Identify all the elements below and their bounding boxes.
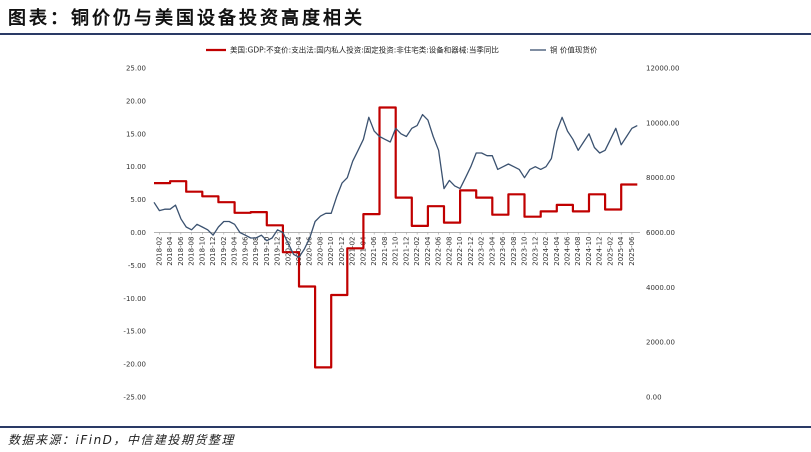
y-right-tick-label: 12000.00: [646, 65, 679, 73]
x-tick-label: 2023-02: [478, 237, 486, 266]
x-tick-label: 2018-04: [166, 236, 174, 266]
x-tick-label: 2025-06: [628, 236, 636, 266]
x-tick-label: 2021-08: [381, 237, 389, 266]
x-tick-label: 2018-10: [198, 237, 206, 266]
x-tick-label: 2019-08: [252, 237, 260, 266]
x-tick-label: 2020-08: [317, 237, 325, 266]
y-left-tick-label: 0.00: [130, 229, 146, 237]
y-left-tick-label: 25.00: [126, 65, 146, 73]
x-tick-label: 2022-02: [413, 237, 421, 266]
y-left-tick-label: 5.00: [130, 196, 146, 204]
x-tick-label: 2024-02: [542, 237, 550, 266]
y-right-tick-label: 8000.00: [646, 174, 675, 182]
x-tick-label: 2018-02: [155, 237, 163, 266]
y-left-tick-label: 10.00: [126, 163, 146, 171]
x-tick-label: 2024-04: [553, 236, 561, 266]
x-tick-label: 2024-10: [585, 237, 593, 266]
x-tick-label: 2025-04: [617, 236, 625, 266]
x-tick-label: 2019-04: [231, 236, 239, 266]
x-axis-labels: 2018-02 2018-04 2018-06 2018-08 2018-10 2018-…: [155, 236, 636, 266]
x-tick-label: 2023-10: [521, 237, 529, 266]
y-left-tick-label: 20.00: [126, 97, 146, 105]
x-tick-label: 2020-10: [327, 237, 335, 266]
x-tick-label: 2020-12: [338, 237, 346, 266]
chart-title: 图表：铜价仍与美国设备投资高度相关: [8, 8, 365, 29]
x-tick-label: 2024-06: [564, 236, 572, 266]
x-tick-label: 2021-02: [349, 237, 357, 266]
x-tick-label: 2018-12: [209, 237, 217, 266]
y-left-tick-label: -25.00: [123, 394, 146, 402]
legend-label-equipment-investment: 美国:GDP:不变价:支出法:国内私人投资:固定投资:非住宅类:设备和器械:当季…: [230, 45, 499, 55]
chart-legend: 美国:GDP:不变价:支出法:国内私人投资:固定投资:非住宅类:设备和器械:当季…: [206, 45, 598, 55]
top-divider: [0, 33, 811, 35]
x-tick-label: 2019-06: [241, 236, 249, 266]
legend-label-copper-price: 铜 价值现货价: [550, 45, 598, 55]
x-tick-label: 2023-06: [499, 236, 507, 266]
y-right-tick-label: 4000.00: [646, 284, 675, 292]
y-left-tick-label: -20.00: [123, 361, 146, 369]
x-tick-label: 2019-10: [263, 237, 271, 266]
x-tick-label: 2025-02: [607, 237, 615, 266]
x-tick-label: 2022-04: [424, 236, 432, 266]
chart: 美国:GDP:不变价:支出法:国内私人投资:固定投资:非住宅类:设备和器械:当季…: [123, 45, 679, 402]
plot-area: [153, 106, 638, 369]
series-line-equipment-investment: [154, 106, 638, 369]
x-tick-label: 2021-10: [392, 237, 400, 266]
x-tick-label: 2021-06: [370, 236, 378, 266]
y-left-tick-label: 15.00: [126, 130, 146, 138]
x-tick-label: 2022-08: [445, 237, 453, 266]
bottom-divider: [0, 426, 811, 428]
y-right-tick-label: 6000.00: [646, 229, 675, 237]
y-right-tick-label: 0.00: [646, 394, 662, 402]
x-tick-label: 2020-04: [295, 236, 303, 266]
x-tick-label: 2021-12: [402, 237, 410, 266]
x-tick-label: 2024-12: [596, 237, 604, 266]
y-left-tick-label: -10.00: [123, 295, 146, 303]
series-line-copper-price: [153, 113, 638, 258]
x-tick-label: 2022-10: [456, 237, 464, 266]
x-tick-label: 2018-06: [177, 236, 185, 266]
x-tick-label: 2019-12: [274, 237, 282, 266]
x-tick-label: 2018-08: [188, 237, 196, 266]
x-tick-label: 2020-06: [306, 236, 314, 266]
y-right-tick-label: 10000.00: [646, 119, 679, 127]
x-tick-label: 2024-08: [574, 237, 582, 266]
x-tick-label: 2023-04: [488, 236, 496, 266]
y-left-tick-label: -5.00: [128, 262, 146, 270]
x-tick-label: 2019-02: [220, 237, 228, 266]
x-tick-label: 2021-04: [359, 236, 367, 266]
x-tick-label: 2023-12: [531, 237, 539, 266]
x-tick-label: 2023-08: [510, 237, 518, 266]
x-tick-label: 2022-06: [435, 236, 443, 266]
x-tick-label: 2022-12: [467, 237, 475, 266]
chart-axes: 25.00 20.00 15.00 10.00 5.00 0.00 -5.00 -10.00 -…: [123, 65, 679, 402]
y-right-tick-label: 2000.00: [646, 339, 675, 347]
source-note: 数据来源：iFinD，中信建投期货整理: [8, 433, 235, 447]
y-left-tick-label: -15.00: [123, 328, 146, 336]
